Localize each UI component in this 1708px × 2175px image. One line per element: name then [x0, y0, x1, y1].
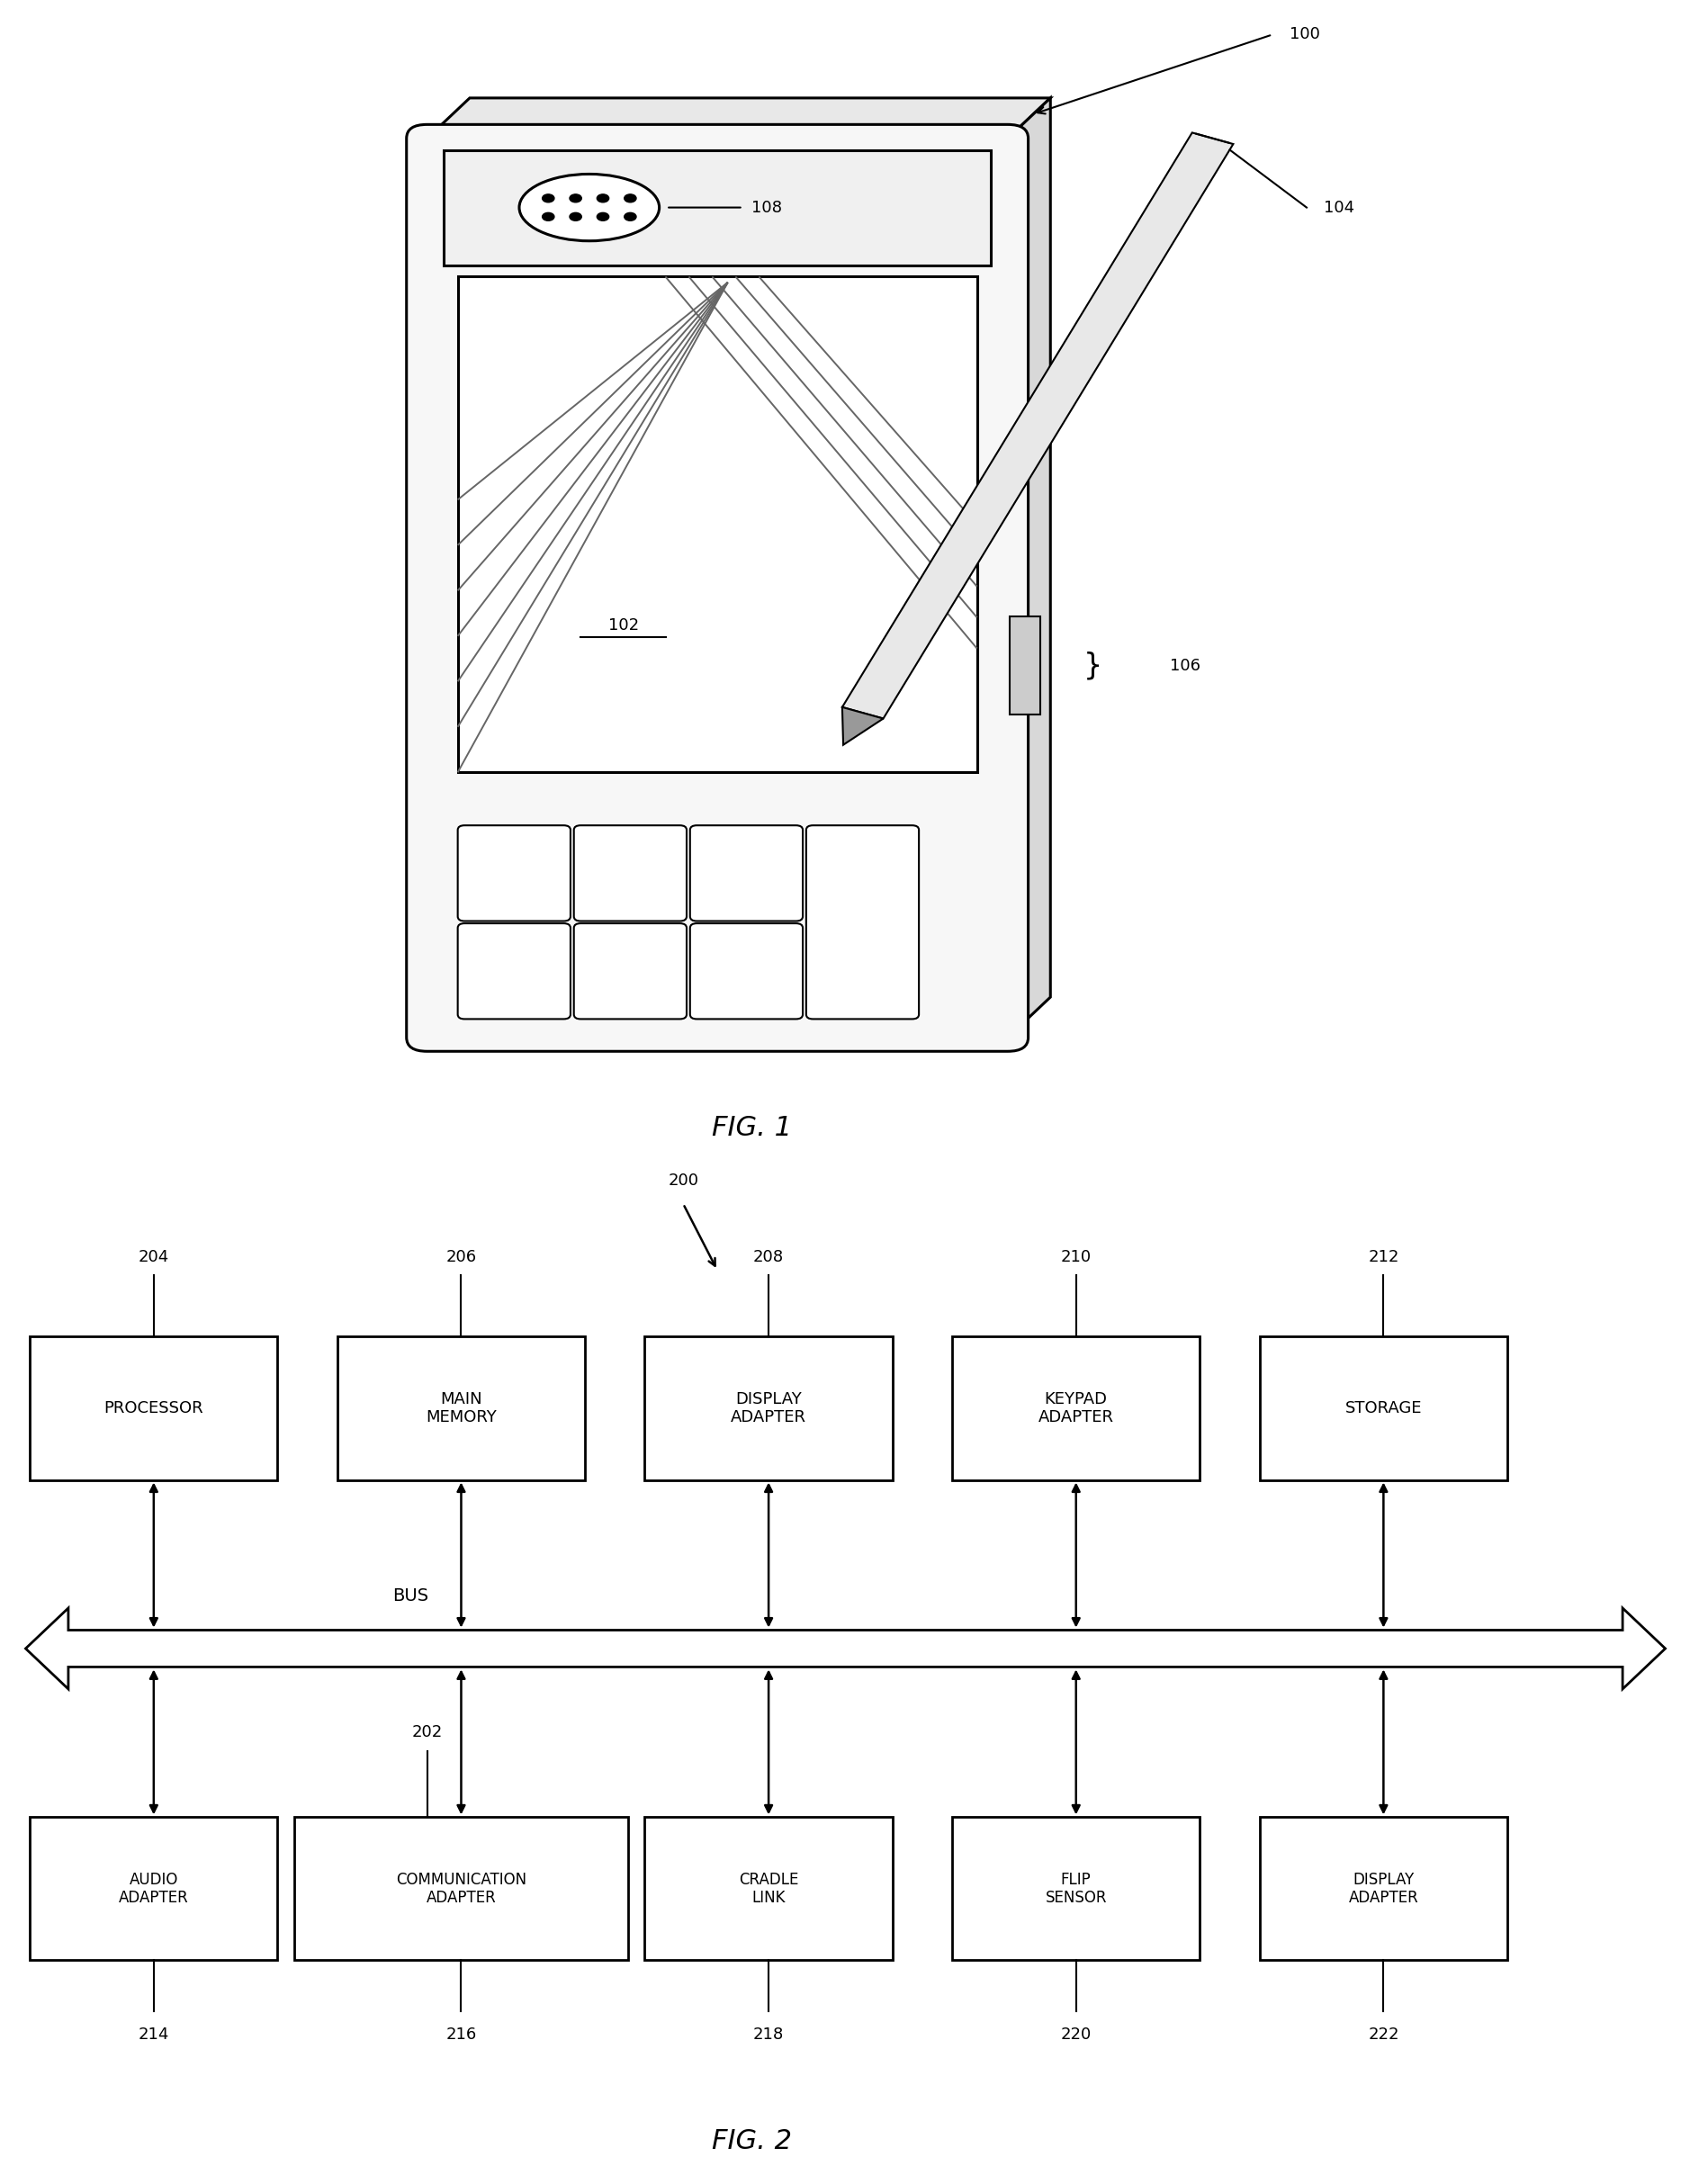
Circle shape — [569, 213, 581, 220]
Bar — [953, 1818, 1199, 1960]
FancyBboxPatch shape — [574, 824, 687, 920]
Text: 214: 214 — [138, 2027, 169, 2042]
FancyBboxPatch shape — [407, 124, 1028, 1051]
Text: 106: 106 — [1170, 657, 1201, 674]
Bar — [646, 1818, 892, 1960]
Bar — [444, 150, 991, 265]
Text: }: } — [1083, 650, 1103, 681]
Text: 104: 104 — [1324, 200, 1354, 215]
Bar — [338, 1338, 584, 1479]
FancyBboxPatch shape — [806, 824, 919, 1020]
Bar — [31, 1338, 277, 1479]
Text: 102: 102 — [608, 618, 639, 633]
Text: FIG. 2: FIG. 2 — [712, 2129, 791, 2155]
Circle shape — [596, 194, 608, 202]
Polygon shape — [842, 707, 883, 744]
Text: COMMUNICATION
ADAPTER: COMMUNICATION ADAPTER — [396, 1870, 526, 1905]
Text: DISPLAY
ADAPTER: DISPLAY ADAPTER — [731, 1390, 806, 1427]
Text: FLIP
SENSOR: FLIP SENSOR — [1045, 1870, 1107, 1905]
Bar — [294, 1818, 629, 1960]
Text: DISPLAY
ADAPTER: DISPLAY ADAPTER — [1349, 1870, 1418, 1905]
Text: 200: 200 — [668, 1172, 699, 1188]
Bar — [646, 1338, 892, 1479]
Text: 220: 220 — [1061, 2027, 1091, 2042]
FancyBboxPatch shape — [690, 824, 803, 920]
FancyBboxPatch shape — [690, 924, 803, 1020]
Bar — [1261, 1338, 1506, 1479]
Circle shape — [596, 213, 608, 220]
Polygon shape — [26, 1607, 1665, 1690]
Circle shape — [623, 213, 635, 220]
Text: 216: 216 — [446, 2027, 477, 2042]
Bar — [1261, 1818, 1506, 1960]
Bar — [1009, 618, 1040, 716]
Text: 108: 108 — [752, 200, 782, 215]
Circle shape — [541, 194, 553, 202]
Bar — [31, 1818, 277, 1960]
Text: 210: 210 — [1061, 1248, 1091, 1266]
Text: STORAGE: STORAGE — [1344, 1401, 1423, 1416]
Text: 202: 202 — [412, 1725, 442, 1740]
Circle shape — [569, 194, 581, 202]
Text: AUDIO
ADAPTER: AUDIO ADAPTER — [120, 1870, 188, 1905]
FancyBboxPatch shape — [458, 924, 570, 1020]
FancyBboxPatch shape — [574, 924, 687, 1020]
Bar — [953, 1338, 1199, 1479]
Polygon shape — [1008, 98, 1050, 1037]
Text: 218: 218 — [753, 2027, 784, 2042]
Ellipse shape — [519, 174, 659, 241]
Text: CRADLE
LINK: CRADLE LINK — [740, 1870, 798, 1905]
Text: 206: 206 — [446, 1248, 477, 1266]
Polygon shape — [427, 98, 1050, 139]
Text: FIG. 1: FIG. 1 — [712, 1116, 791, 1142]
Text: 208: 208 — [753, 1248, 784, 1266]
Text: 222: 222 — [1368, 2027, 1399, 2042]
Text: 212: 212 — [1368, 1248, 1399, 1266]
Text: MAIN
MEMORY: MAIN MEMORY — [425, 1390, 497, 1427]
Circle shape — [623, 194, 635, 202]
FancyBboxPatch shape — [458, 824, 570, 920]
Text: BUS: BUS — [393, 1588, 429, 1605]
Polygon shape — [842, 133, 1233, 718]
Bar — [458, 276, 977, 772]
Circle shape — [541, 213, 553, 220]
Text: KEYPAD
ADAPTER: KEYPAD ADAPTER — [1038, 1390, 1114, 1427]
Text: 204: 204 — [138, 1248, 169, 1266]
Text: 100: 100 — [1290, 26, 1320, 44]
Text: PROCESSOR: PROCESSOR — [104, 1401, 203, 1416]
